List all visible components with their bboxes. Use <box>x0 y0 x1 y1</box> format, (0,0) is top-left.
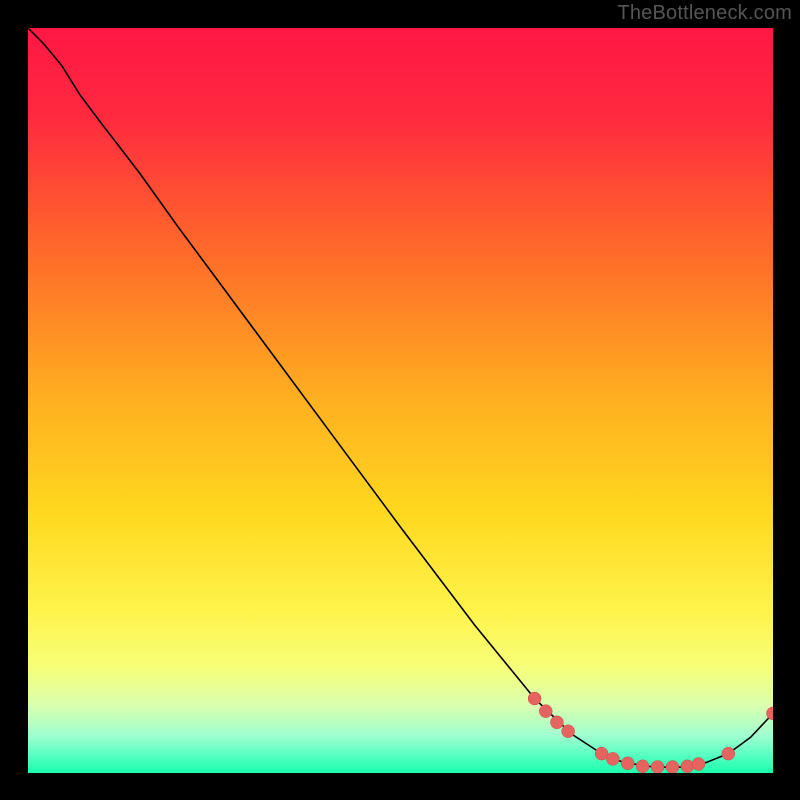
gradient-background <box>28 28 773 773</box>
data-marker <box>692 758 705 771</box>
data-marker <box>681 760 694 773</box>
watermark-text: TheBottleneck.com <box>617 2 792 25</box>
data-marker <box>528 692 541 705</box>
data-marker <box>722 747 735 760</box>
plot-area <box>28 28 773 773</box>
plot-svg <box>28 28 773 773</box>
data-marker <box>621 757 634 770</box>
data-marker <box>636 760 649 773</box>
data-marker <box>539 705 552 718</box>
data-marker <box>666 761 679 773</box>
data-marker <box>562 725 575 738</box>
data-marker <box>606 752 619 765</box>
chart-container: TheBottleneck.com <box>0 0 800 800</box>
data-marker <box>550 716 563 729</box>
data-marker <box>651 761 664 773</box>
